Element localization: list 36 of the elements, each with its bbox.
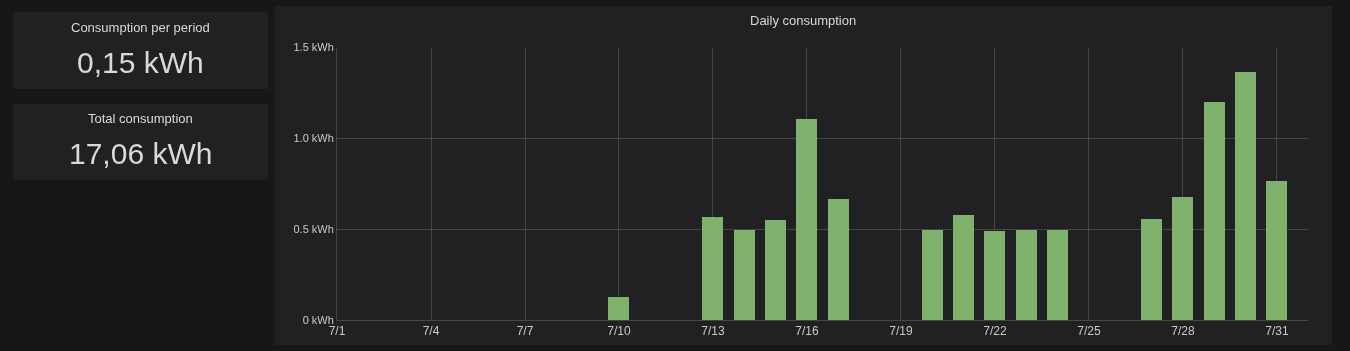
- x-tick-label: 7/4: [422, 324, 440, 339]
- chart-title: Daily consumption: [750, 13, 857, 28]
- bar: [1266, 180, 1288, 320]
- bar: [828, 198, 850, 320]
- bar: [1141, 218, 1163, 320]
- bar: [953, 214, 975, 320]
- bar: [1172, 196, 1194, 320]
- x-tick-label: 7/1: [328, 324, 346, 339]
- y-tick-label: 1.0 kWh: [293, 132, 334, 145]
- bar: [765, 219, 787, 320]
- bar: [1047, 229, 1069, 320]
- bar: [1204, 101, 1226, 320]
- text: Consumption per period: [71, 20, 210, 35]
- x-tick-label: 7/7: [516, 324, 534, 339]
- x-tick-label: 7/31: [1265, 324, 1289, 339]
- x-tick-label: 7/22: [983, 324, 1007, 339]
- y-tick-label: 1.5 kWh: [293, 41, 334, 54]
- x-tick-label: 7/13: [701, 324, 725, 339]
- bar: [922, 229, 944, 320]
- bar: [702, 216, 724, 320]
- x-tick-label: 7/28: [1171, 324, 1195, 339]
- y-tick-label: 0.5 kWh: [293, 222, 334, 235]
- x-tick-label: 7/10: [607, 324, 631, 339]
- x-tick-label: 7/16: [795, 324, 819, 339]
- bar: [984, 230, 1006, 320]
- text: Total consumption: [88, 111, 193, 126]
- bar: [1016, 229, 1038, 320]
- text: 17,06 kWh: [69, 137, 213, 170]
- text: 0,15 kWh: [77, 46, 204, 79]
- x-tick-label: 7/25: [1077, 324, 1101, 339]
- bar: [608, 296, 630, 320]
- x-tick-label: 7/19: [889, 324, 913, 339]
- bar: [734, 229, 756, 320]
- y-tick-label: 0 kWh: [302, 313, 334, 326]
- bar: [796, 118, 818, 320]
- bar: [1235, 71, 1257, 320]
